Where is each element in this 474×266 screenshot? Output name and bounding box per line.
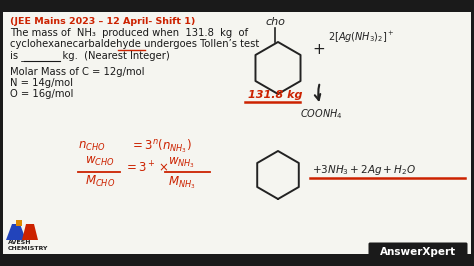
Text: N = 14g/mol: N = 14g/mol [10, 78, 73, 88]
Text: $2\left[Ag(NH_3)_2\right]^+$: $2\left[Ag(NH_3)_2\right]^+$ [328, 30, 394, 45]
Text: $n_{CHO}$: $n_{CHO}$ [78, 140, 106, 153]
FancyBboxPatch shape [368, 243, 467, 261]
Text: $w_{CHO}$: $w_{CHO}$ [85, 155, 115, 168]
Text: 131.8 kg: 131.8 kg [248, 90, 302, 100]
Text: $= 3^n(n_{NH_3})$: $= 3^n(n_{NH_3})$ [130, 137, 192, 155]
Text: cyclohexanecarbaldehyde undergoes Tollen’s test: cyclohexanecarbaldehyde undergoes Tollen… [10, 39, 259, 49]
Text: $M_{NH_3}$: $M_{NH_3}$ [168, 174, 196, 190]
Text: Molar Mass of C = 12g/mol: Molar Mass of C = 12g/mol [10, 67, 145, 77]
Text: AVESH: AVESH [8, 240, 31, 245]
Text: $w_{NH_3}$: $w_{NH_3}$ [168, 155, 195, 169]
Text: $+ 3NH_3 + 2Ag + H_2O$: $+ 3NH_3 + 2Ag + H_2O$ [312, 163, 416, 177]
Polygon shape [6, 224, 26, 240]
Text: $COONH_4$: $COONH_4$ [300, 107, 343, 121]
FancyBboxPatch shape [3, 12, 471, 254]
Text: The mass of  NH₃  produced when  131.8  kg  of: The mass of NH₃ produced when 131.8 kg o… [10, 28, 248, 38]
Text: +: + [312, 42, 325, 57]
Polygon shape [22, 224, 38, 240]
Text: (JEE Mains 2023 – 12 April- Shift 1): (JEE Mains 2023 – 12 April- Shift 1) [10, 17, 195, 26]
Text: AnswerXpert: AnswerXpert [380, 247, 456, 257]
Text: $= 3^+ \times$: $= 3^+ \times$ [124, 160, 169, 175]
Text: $M_{CHO}$: $M_{CHO}$ [85, 174, 115, 189]
Text: is _______  kg.  (Nearest Integer): is _______ kg. (Nearest Integer) [10, 50, 170, 61]
Text: CHEMISTRY: CHEMISTRY [8, 246, 48, 251]
Text: O = 16g/mol: O = 16g/mol [10, 89, 73, 99]
Text: cho: cho [265, 17, 285, 27]
Polygon shape [16, 220, 22, 226]
